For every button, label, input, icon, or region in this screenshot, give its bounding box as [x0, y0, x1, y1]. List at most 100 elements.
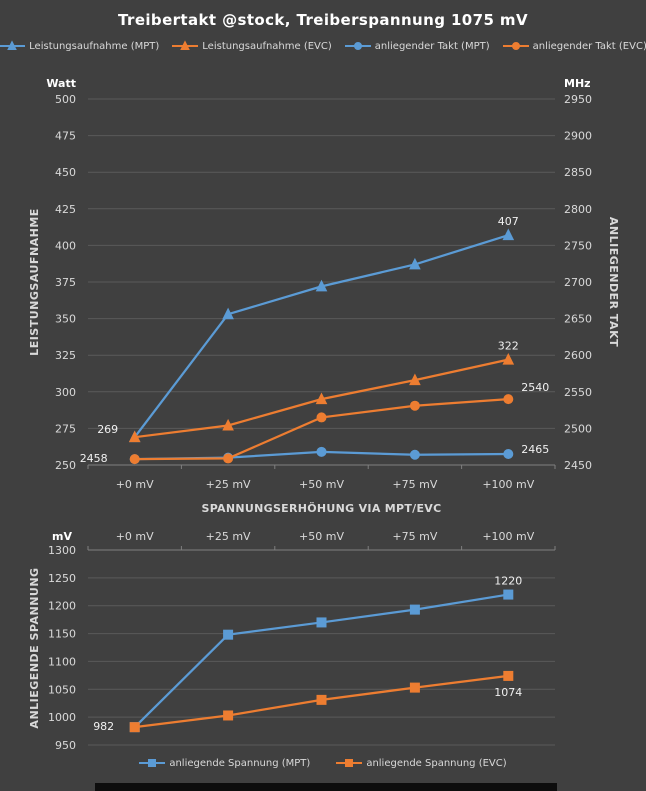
left-axis-title: LEISTUNGSAUFNAHME — [28, 208, 41, 356]
x-axis-tick-label: +100 mV — [482, 478, 534, 491]
square-data-point-marker — [223, 629, 234, 640]
data-label: 2465 — [521, 443, 549, 456]
legend-item-label: Leistungsaufnahme (EVC) — [202, 40, 332, 52]
triangle-data-point-marker — [409, 257, 421, 270]
square-data-point-marker — [129, 722, 140, 733]
x-axis-tick-label: +50 mV — [299, 530, 344, 543]
legend-bottom: anliegende Spannung (MPT) anliegende Spa… — [0, 757, 646, 769]
legend-item-label: anliegender Takt (EVC) — [532, 40, 646, 52]
square-marker-icon — [336, 759, 363, 767]
legend-item-label: anliegende Spannung (MPT) — [169, 757, 311, 769]
left-axis-tick-label: 400 — [55, 239, 76, 252]
legend-item-label: anliegende Spannung (EVC) — [366, 757, 507, 769]
triangle-data-point-marker — [502, 352, 515, 365]
triangle-data-point-marker — [128, 430, 141, 443]
left-axis-tick-label: 1300 — [48, 544, 76, 557]
left-axis-tick-label: 950 — [55, 739, 76, 752]
right-axis-unit-label: MHz — [564, 77, 591, 90]
data-label: 407 — [498, 215, 519, 228]
x-axis-tick-label: +50 mV — [299, 478, 344, 491]
x-axis-title: SPANNUNGSERHÖHUNG VIA MPT/EVC — [201, 501, 441, 515]
data-label: 322 — [498, 340, 519, 353]
legend-item: anliegende Spannung (MPT) — [139, 757, 310, 769]
circle-data-point-marker — [409, 400, 420, 411]
right-axis-tick-label: 2800 — [564, 203, 592, 216]
left-axis-title: ANLIEGENDE SPANNUNG — [28, 567, 41, 728]
triangle-marker-icon — [172, 40, 199, 50]
right-axis-tick-label: 2500 — [564, 422, 592, 435]
left-axis-tick-label: 1000 — [48, 711, 76, 724]
left-axis-tick-label: 450 — [55, 166, 76, 179]
voltage-chart: 950 1000 1050 1100 1150 1200 1250 1300 +0 mV +25 … — [28, 530, 556, 752]
left-axis-tick-label: 500 — [55, 93, 76, 106]
left-axis-tick-label: 425 — [55, 203, 76, 216]
legend-top: Leistungsaufnahme (MPT) Leistungsaufnahm… — [0, 40, 646, 52]
left-axis-tick-label: 325 — [55, 349, 76, 362]
left-axis-unit-label: Watt — [46, 77, 76, 90]
square-data-point-marker — [503, 589, 514, 600]
data-label: 2458 — [80, 452, 108, 465]
data-label: 2540 — [521, 381, 549, 394]
left-axis-tick-label: 350 — [55, 313, 76, 326]
circle-data-point-marker — [503, 449, 514, 460]
footer-bar — [95, 783, 557, 791]
data-label: 1074 — [494, 686, 522, 699]
left-axis-tick-label: 375 — [55, 276, 76, 289]
legend-item-label: Leistungsaufnahme (MPT) — [29, 40, 160, 52]
right-axis-tick-label: 2950 — [564, 93, 592, 106]
power-clock-chart: 250 2450 275 2500 300 2550 325 2600 350 2650 375 27… — [28, 77, 620, 515]
legend-item-label: anliegender Takt (MPT) — [374, 40, 490, 52]
x-axis-tick-label: +0 mV — [116, 530, 154, 543]
triangle-data-point-marker — [222, 307, 234, 320]
left-axis-tick-label: 1050 — [48, 683, 76, 696]
x-axis-tick-label: +75 mV — [392, 478, 437, 491]
data-label: 982 — [93, 720, 114, 733]
legend-item: anliegender Takt (EVC) — [502, 40, 646, 52]
circle-marker-icon — [344, 42, 371, 50]
left-axis-tick-label: 275 — [55, 422, 76, 435]
square-data-point-marker — [316, 694, 327, 705]
right-axis-tick-label: 2700 — [564, 276, 592, 289]
triangle-data-point-marker — [409, 373, 421, 386]
left-axis-tick-label: 1150 — [48, 628, 76, 641]
square-data-point-marker — [409, 604, 420, 615]
legend-item: anliegender Takt (MPT) — [344, 40, 490, 52]
series-line — [133, 234, 509, 438]
right-axis-tick-label: 2900 — [564, 130, 592, 143]
square-data-point-marker — [409, 682, 420, 693]
x-axis-tick-label: +75 mV — [392, 530, 437, 543]
square-data-point-marker — [316, 617, 327, 628]
triangle-data-point-marker — [315, 279, 328, 292]
right-axis-tick-label: 2750 — [564, 239, 592, 252]
circle-data-point-marker — [223, 453, 234, 464]
left-axis-tick-label: 1100 — [48, 655, 76, 668]
circle-marker-icon — [502, 42, 529, 50]
left-axis-tick-label: 1200 — [48, 600, 76, 613]
triangle-data-point-marker — [315, 392, 328, 405]
x-axis-tick-label: +100 mV — [482, 530, 534, 543]
data-label: 269 — [97, 423, 118, 436]
circle-data-point-marker — [316, 412, 327, 423]
triangle-data-point-marker — [502, 228, 515, 241]
right-axis-tick-label: 2450 — [564, 459, 592, 472]
right-axis-tick-label: 2650 — [564, 313, 592, 326]
triangle-data-point-marker — [222, 418, 234, 431]
right-axis-title: ANLIEGENDER TAKT — [607, 217, 620, 347]
x-axis-tick-label: +25 mV — [206, 478, 251, 491]
x-axis-tick-label: +0 mV — [116, 478, 154, 491]
square-data-point-marker — [503, 670, 514, 681]
triangle-marker-icon — [0, 40, 26, 50]
legend-item: anliegende Spannung (EVC) — [336, 757, 507, 769]
left-axis-unit-label: mV — [52, 530, 72, 543]
right-axis-tick-label: 2600 — [564, 349, 592, 362]
series-line — [133, 593, 509, 728]
left-axis-tick-label: 250 — [55, 459, 76, 472]
square-marker-icon — [139, 759, 166, 767]
circle-data-point-marker — [129, 454, 140, 465]
circle-data-point-marker — [316, 446, 327, 457]
left-axis-tick-label: 1250 — [48, 572, 76, 585]
right-axis-tick-label: 2850 — [564, 166, 592, 179]
square-data-point-marker — [223, 710, 234, 721]
legend-item: Leistungsaufnahme (MPT) — [0, 40, 159, 52]
